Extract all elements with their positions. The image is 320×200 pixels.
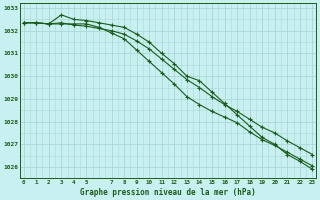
X-axis label: Graphe pression niveau de la mer (hPa): Graphe pression niveau de la mer (hPa) <box>80 188 256 197</box>
